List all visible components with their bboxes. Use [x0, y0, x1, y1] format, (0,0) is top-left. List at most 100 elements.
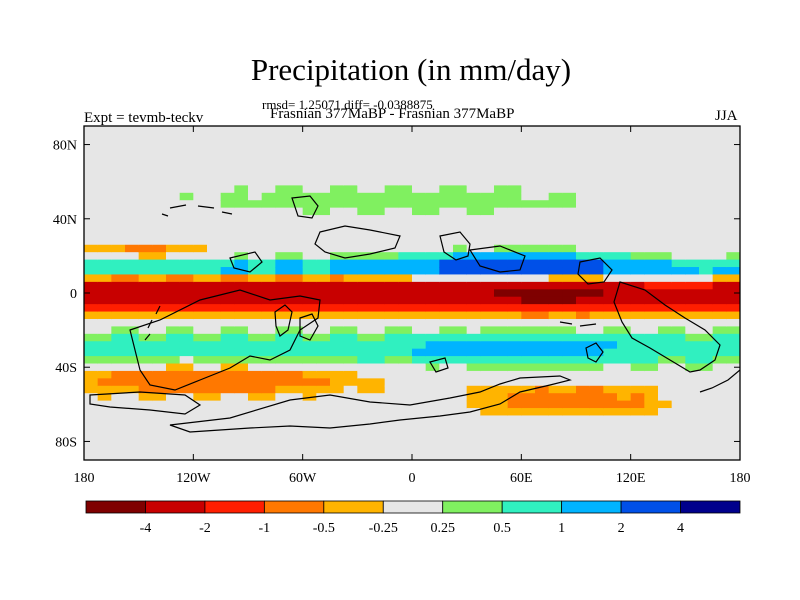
field-cell: [453, 356, 468, 365]
field-cell: [685, 140, 700, 149]
field-cell: [630, 304, 645, 313]
field-cell: [357, 252, 372, 261]
field-cell: [398, 408, 413, 417]
field-cell: [289, 400, 304, 409]
coastline: [577, 257, 613, 285]
run-label: Frasnian 377MaBP - Frasnian 377MaBP: [270, 106, 515, 122]
field-cell: [671, 348, 686, 357]
field-cell: [535, 185, 550, 194]
field-cell: [439, 177, 454, 186]
field-cell: [453, 192, 468, 201]
field-cell: [302, 170, 317, 179]
field-cell: [138, 430, 153, 439]
field-cell: [193, 229, 208, 238]
field-cell: [494, 163, 509, 172]
field-cell: [658, 140, 673, 149]
field-cell: [97, 363, 112, 372]
field-cell: [357, 244, 372, 253]
field-cell: [97, 126, 112, 135]
field-cell: [480, 267, 495, 276]
field-cell: [125, 437, 140, 446]
field-cell: [644, 185, 659, 194]
field-cell: [507, 229, 522, 238]
field-cell: [234, 296, 249, 305]
field-cell: [658, 170, 673, 179]
field-cell: [644, 237, 659, 246]
field-cell: [384, 408, 399, 417]
field-cell: [412, 422, 427, 431]
field-cell: [589, 363, 604, 372]
field-cell: [357, 177, 372, 186]
field-cell: [384, 370, 399, 379]
field-cell: [111, 289, 126, 298]
field-cell: [166, 348, 181, 357]
field-cell: [166, 333, 181, 342]
field-cell: [712, 215, 727, 224]
field-cell: [589, 252, 604, 261]
field-cell: [617, 393, 632, 402]
field-cell: [712, 252, 727, 261]
field-cell: [384, 163, 399, 172]
field-cell: [248, 133, 263, 142]
field-cell: [234, 408, 249, 417]
field-cell: [248, 326, 263, 335]
field-cell: [97, 148, 112, 157]
field-cell: [207, 289, 222, 298]
field-cell: [576, 259, 591, 268]
field-cell: [630, 140, 645, 149]
field-cell: [248, 155, 263, 164]
field-cell: [412, 192, 427, 201]
field-cell: [453, 370, 468, 379]
field-cell: [330, 140, 345, 149]
field-cell: [302, 163, 317, 172]
field-cell: [562, 170, 577, 179]
field-cell: [712, 281, 727, 290]
field-cell: [398, 385, 413, 394]
field-cell: [453, 333, 468, 342]
field-cell: [412, 200, 427, 209]
field-cell: [548, 163, 563, 172]
field-cell: [138, 445, 153, 454]
field-cell: [494, 452, 509, 460]
field-cell: [562, 296, 577, 305]
field-cell: [699, 393, 714, 402]
field-cell: [453, 155, 468, 164]
field-cell: [166, 393, 181, 402]
field-cell: [111, 259, 126, 268]
field-cell: [261, 408, 276, 417]
field-cell: [425, 311, 440, 320]
field-cell: [275, 408, 290, 417]
field-cell: [726, 437, 740, 446]
field-cell: [589, 200, 604, 209]
field-cell: [658, 356, 673, 365]
field-cell: [412, 363, 427, 372]
field-cell: [712, 237, 727, 246]
field-cell: [357, 207, 372, 216]
field-cell: [507, 192, 522, 201]
field-cell: [398, 348, 413, 357]
field-cell: [412, 267, 427, 276]
field-cell: [371, 326, 386, 335]
field-cell: [439, 422, 454, 431]
field-cell: [548, 200, 563, 209]
field-cell: [166, 229, 181, 238]
field-cell: [480, 304, 495, 313]
field-cell: [289, 259, 304, 268]
field-cell: [384, 185, 399, 194]
field-cell: [453, 170, 468, 179]
field-cell: [125, 148, 140, 157]
field-cell: [507, 304, 522, 313]
field-cell: [466, 274, 481, 283]
field-cell: [685, 267, 700, 276]
field-cell: [644, 215, 659, 224]
field-cell: [480, 170, 495, 179]
field-cell: [576, 348, 591, 357]
field-cell: [330, 385, 345, 394]
field-cell: [316, 148, 331, 157]
field-cell: [371, 155, 386, 164]
field-cell: [330, 393, 345, 402]
field-cell: [630, 177, 645, 186]
field-cell: [398, 237, 413, 246]
field-cell: [617, 370, 632, 379]
field-cell: [234, 140, 249, 149]
